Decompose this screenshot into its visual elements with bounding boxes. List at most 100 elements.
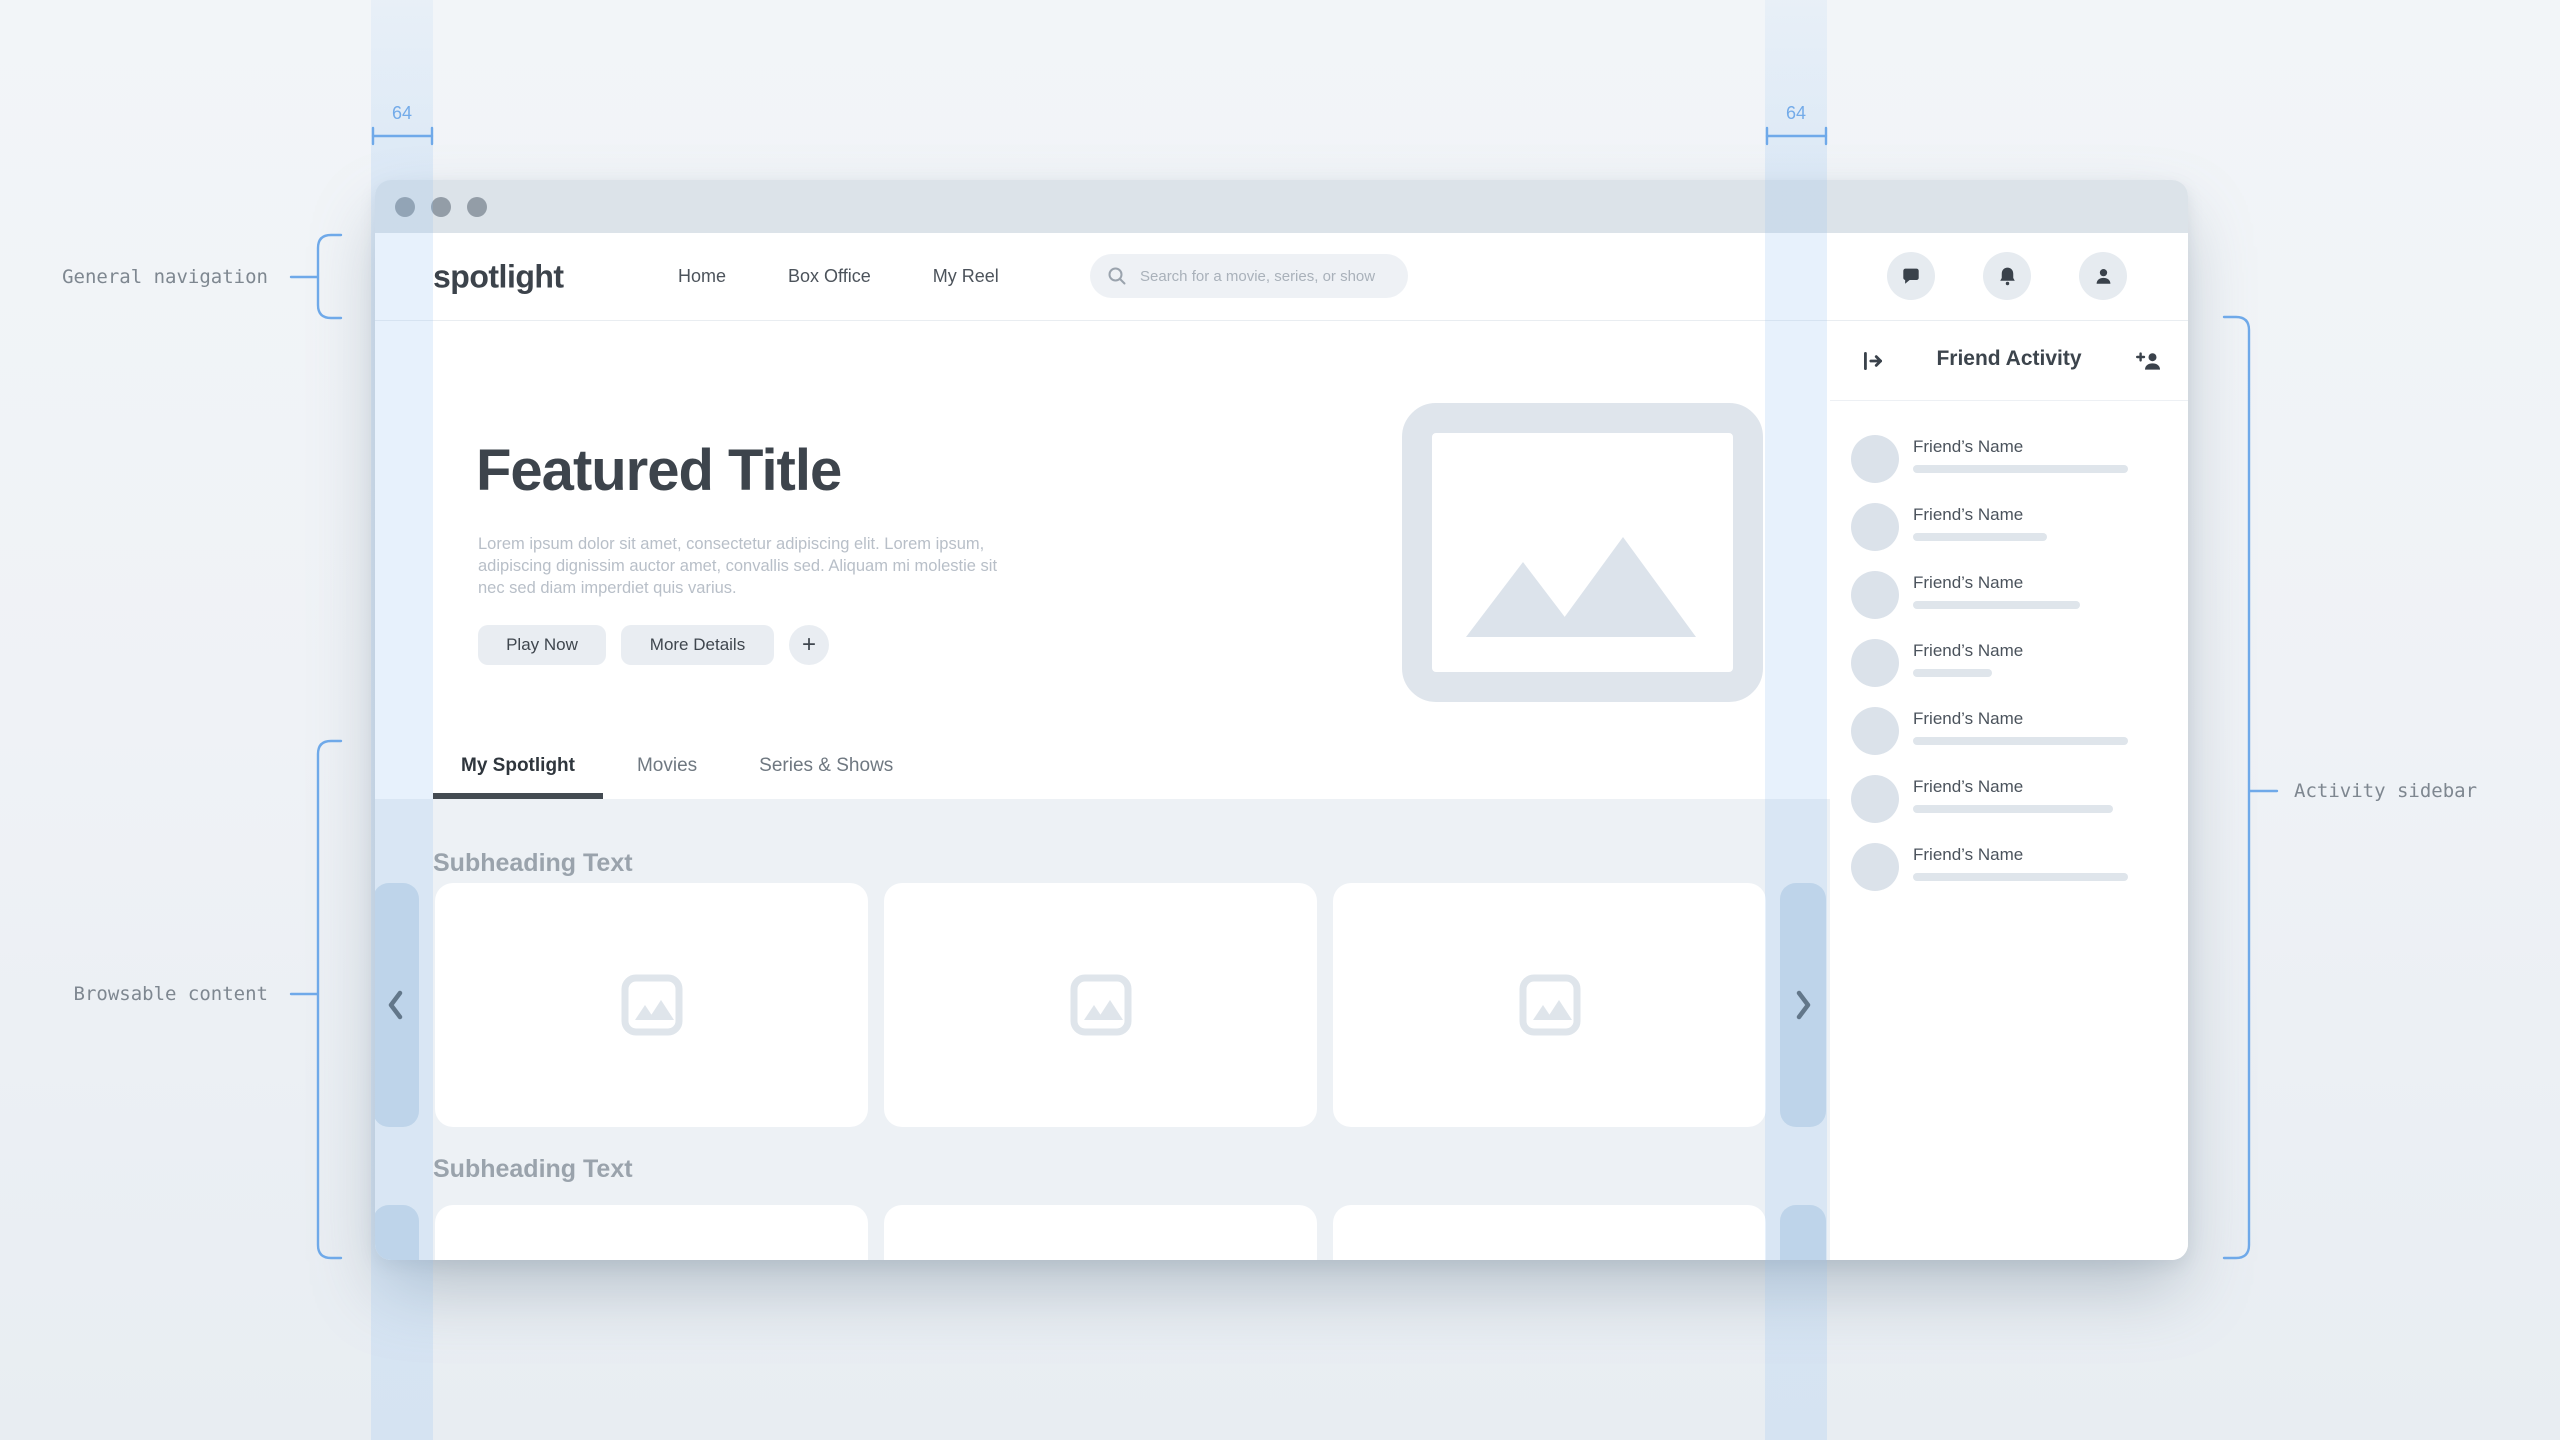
- chevron-left-icon: [388, 990, 403, 1020]
- browsable-content-section: Subheading Text: [375, 799, 1830, 1260]
- tab-series-shows[interactable]: Series & Shows: [759, 755, 894, 776]
- friend-activity-bar: [1913, 465, 2128, 473]
- app-logo[interactable]: spotlight: [433, 258, 564, 294]
- featured-hero-section: Featured Title Lorem ipsum dolor sit ame…: [375, 321, 1830, 799]
- content-card[interactable]: [884, 1205, 1317, 1260]
- image-placeholder-icon: [1070, 974, 1131, 1036]
- top-navigation-bar: spotlight Home Box Office My Reel: [375, 233, 2188, 321]
- scroll-next-button[interactable]: [1780, 883, 1826, 1127]
- friend-name: Friend’s Name: [1913, 641, 2024, 660]
- friend-name: Friend’s Name: [1913, 505, 2024, 524]
- friend-activity-item[interactable]: Friend’s Name: [1830, 833, 2188, 901]
- annotation-activity-sidebar: Activity sidebar: [2294, 780, 2478, 802]
- friend-activity-title: Friend Activity: [1936, 347, 2082, 370]
- featured-title: Featured Title: [476, 438, 842, 503]
- friend-activity-bar: [1913, 533, 2047, 541]
- friend-activity-item[interactable]: Friend’s Name: [1830, 629, 2188, 697]
- friend-activity-header: Friend Activity: [1830, 321, 2188, 401]
- search-input[interactable]: [1138, 266, 1408, 286]
- avatar: [1851, 775, 1899, 823]
- friend-activity-bar: [1913, 669, 1992, 677]
- avatar: [1851, 843, 1899, 891]
- gutter-size-label-right: 64: [1785, 103, 1807, 123]
- window-control-dot: [467, 196, 487, 217]
- friend-name: Friend’s Name: [1913, 709, 2024, 728]
- scroll-previous-button[interactable]: [375, 1205, 419, 1260]
- scroll-next-button[interactable]: [1780, 1205, 1826, 1260]
- gutter-ruler-right: [1765, 126, 1828, 146]
- window-body: Featured Title Lorem ipsum dolor sit ame…: [375, 321, 2188, 1260]
- nav-action-buttons: [1887, 252, 2127, 300]
- nav-link-box-office[interactable]: Box Office: [788, 266, 871, 286]
- gutter-size-label-left: 64: [391, 103, 413, 123]
- friend-name: Friend’s Name: [1913, 573, 2024, 592]
- content-tabs: My Spotlight Movies Series & Shows: [433, 755, 921, 799]
- hero-buttons: Play Now More Details +: [478, 625, 829, 665]
- window-control-dot: [431, 196, 451, 217]
- collapse-arrow-icon: [1864, 352, 1882, 370]
- more-details-button[interactable]: More Details: [621, 625, 774, 665]
- avatar: [1851, 571, 1899, 619]
- scroll-previous-button[interactable]: [375, 883, 419, 1127]
- friend-activity-bar: [1913, 737, 2128, 745]
- friend-name: Friend’s Name: [1913, 777, 2024, 796]
- friend-activity-item[interactable]: Friend’s Name: [1830, 697, 2188, 765]
- annotation-general-navigation: General navigation: [62, 266, 268, 288]
- collapse-sidebar-button[interactable]: [1860, 348, 1886, 379]
- friend-activity-list: Friend’s Name Friend’s Name Friend’s Nam…: [1830, 401, 2188, 901]
- avatar: [1851, 503, 1899, 551]
- image-placeholder-icon: [621, 974, 682, 1036]
- person-add-icon: [2136, 352, 2160, 370]
- content-card[interactable]: [1333, 883, 1766, 1127]
- content-card[interactable]: [435, 883, 868, 1127]
- add-to-list-button[interactable]: +: [789, 625, 829, 665]
- window-titlebar: [375, 180, 2188, 233]
- play-now-button[interactable]: Play Now: [478, 625, 606, 665]
- browser-window: spotlight Home Box Office My Reel: [375, 180, 2188, 1260]
- window-control-dot: [395, 196, 415, 217]
- add-friend-button[interactable]: [2136, 348, 2164, 379]
- image-placeholder-icon: [1519, 974, 1580, 1036]
- annotation-browsable-content: Browsable content: [73, 983, 268, 1005]
- friend-activity-bar: [1913, 873, 2128, 881]
- search-bar[interactable]: [1090, 254, 1408, 298]
- profile-button[interactable]: [2079, 252, 2127, 300]
- friend-activity-bar: [1913, 601, 2080, 609]
- bracket-browsable-content: [289, 739, 343, 1260]
- gutter-ruler-left: [371, 126, 434, 146]
- content-card[interactable]: [1333, 1205, 1766, 1260]
- person-icon: [2096, 268, 2110, 284]
- friend-activity-item[interactable]: Friend’s Name: [1830, 425, 2188, 493]
- nav-link-home[interactable]: Home: [678, 266, 727, 286]
- search-icon: [1108, 267, 1126, 285]
- friend-activity-bar: [1913, 805, 2113, 813]
- avatar: [1851, 707, 1899, 755]
- bracket-activity-sidebar: [2222, 315, 2279, 1260]
- friend-activity-sidebar: Friend Activity Friend’s Name: [1830, 321, 2188, 1260]
- avatar: [1851, 639, 1899, 687]
- content-card[interactable]: [884, 883, 1317, 1127]
- content-card[interactable]: [435, 1205, 868, 1260]
- friend-activity-item[interactable]: Friend’s Name: [1830, 493, 2188, 561]
- friend-name: Friend’s Name: [1913, 437, 2024, 456]
- tab-my-spotlight[interactable]: My Spotlight: [433, 755, 603, 799]
- image-placeholder-mountains-icon: [1466, 537, 1696, 637]
- friend-activity-item[interactable]: Friend’s Name: [1830, 561, 2188, 629]
- messages-button[interactable]: [1887, 252, 1935, 300]
- row-subheading: Subheading Text: [433, 849, 633, 877]
- chevron-right-icon: [1796, 990, 1811, 1020]
- main-content: Featured Title Lorem ipsum dolor sit ame…: [375, 321, 1830, 1260]
- chat-icon: [1903, 268, 1919, 284]
- bracket-general-navigation: [289, 233, 343, 320]
- nav-links: Home Box Office My Reel: [678, 233, 999, 320]
- featured-description: Lorem ipsum dolor sit amet, consectetur …: [478, 535, 998, 597]
- notifications-button[interactable]: [1983, 252, 2031, 300]
- row-subheading: Subheading Text: [433, 1155, 633, 1183]
- avatar: [1851, 435, 1899, 483]
- tab-movies[interactable]: Movies: [636, 755, 698, 776]
- friend-activity-item[interactable]: Friend’s Name: [1830, 765, 2188, 833]
- featured-image-placeholder: [1402, 403, 1763, 702]
- nav-link-my-reel[interactable]: My Reel: [932, 266, 999, 286]
- bell-icon: [1999, 267, 2015, 285]
